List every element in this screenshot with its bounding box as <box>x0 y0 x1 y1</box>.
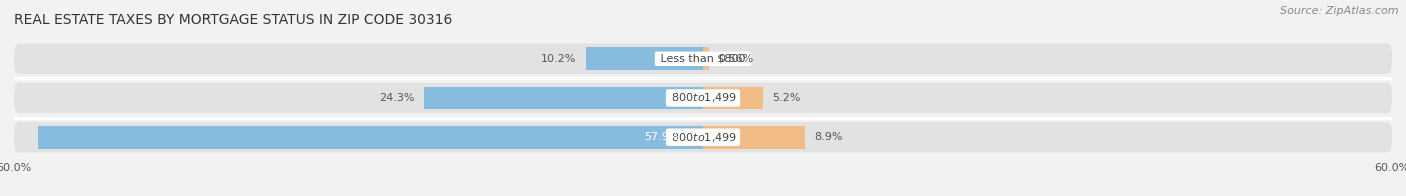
Text: 57.9%: 57.9% <box>644 132 681 142</box>
Text: 8.9%: 8.9% <box>814 132 842 142</box>
FancyBboxPatch shape <box>14 83 1392 113</box>
Text: 5.2%: 5.2% <box>772 93 800 103</box>
Bar <box>703 87 762 109</box>
Text: Less than $800: Less than $800 <box>657 54 749 64</box>
Bar <box>703 47 710 70</box>
Text: Source: ZipAtlas.com: Source: ZipAtlas.com <box>1281 6 1399 16</box>
FancyBboxPatch shape <box>14 122 1392 152</box>
Bar <box>703 126 806 149</box>
FancyBboxPatch shape <box>14 44 1392 74</box>
Text: 24.3%: 24.3% <box>380 93 415 103</box>
Bar <box>586 47 703 70</box>
Text: $800 to $1,499: $800 to $1,499 <box>668 131 738 144</box>
Text: $800 to $1,499: $800 to $1,499 <box>668 92 738 104</box>
Text: 10.2%: 10.2% <box>541 54 576 64</box>
Bar <box>38 126 703 149</box>
Text: REAL ESTATE TAXES BY MORTGAGE STATUS IN ZIP CODE 30316: REAL ESTATE TAXES BY MORTGAGE STATUS IN … <box>14 13 453 27</box>
Text: 0.56%: 0.56% <box>718 54 754 64</box>
Bar <box>425 87 703 109</box>
